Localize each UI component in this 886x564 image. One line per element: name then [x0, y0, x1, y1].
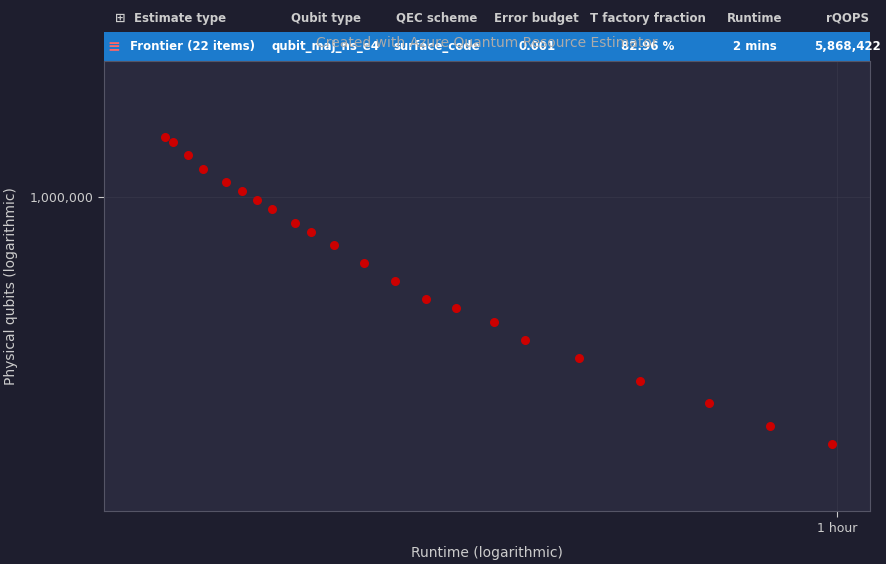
Text: 2 mins: 2 mins: [733, 40, 776, 53]
Point: [326, 241, 340, 250]
Text: Estimate type: Estimate type: [134, 12, 226, 25]
Text: ≡: ≡: [107, 39, 120, 54]
Text: Qubit type: Qubit type: [291, 12, 361, 25]
Point: [219, 178, 233, 187]
Text: qubit_maj_ns_e4: qubit_maj_ns_e4: [271, 40, 379, 53]
Text: Frontier (22 items): Frontier (22 items): [130, 40, 255, 53]
Point: [418, 295, 432, 304]
Title: Created with Azure Quantum Resource Estimator: Created with Azure Quantum Resource Esti…: [315, 36, 657, 50]
Text: 5,868,422: 5,868,422: [812, 40, 880, 53]
Point: [234, 187, 248, 196]
Point: [824, 439, 838, 448]
Point: [387, 277, 401, 286]
Point: [357, 259, 371, 268]
Point: [486, 318, 501, 327]
Text: 0.001: 0.001: [517, 40, 555, 53]
Text: Runtime: Runtime: [727, 12, 782, 25]
Text: Error budget: Error budget: [494, 12, 579, 25]
Y-axis label: Physical qubits (logarithmic): Physical qubits (logarithmic): [4, 187, 18, 385]
Point: [571, 354, 586, 363]
X-axis label: Runtime (logarithmic): Runtime (logarithmic): [410, 546, 562, 560]
Point: [763, 421, 777, 430]
Point: [181, 151, 195, 160]
Text: QEC scheme: QEC scheme: [396, 12, 478, 25]
Bar: [104, 32, 869, 60]
Point: [166, 137, 180, 146]
Point: [448, 304, 462, 313]
Point: [517, 336, 532, 345]
Text: T factory fraction: T factory fraction: [589, 12, 705, 25]
Point: [196, 164, 210, 173]
Point: [303, 227, 317, 236]
Point: [288, 218, 302, 227]
Text: 82.96 %: 82.96 %: [620, 40, 673, 53]
Point: [265, 205, 279, 214]
Text: ⊞: ⊞: [115, 12, 126, 25]
Point: [158, 133, 172, 142]
Point: [633, 376, 647, 385]
Text: surface_code: surface_code: [393, 40, 480, 53]
Point: [701, 399, 715, 408]
Point: [250, 196, 264, 205]
Text: rQOPS: rQOPS: [825, 12, 867, 25]
